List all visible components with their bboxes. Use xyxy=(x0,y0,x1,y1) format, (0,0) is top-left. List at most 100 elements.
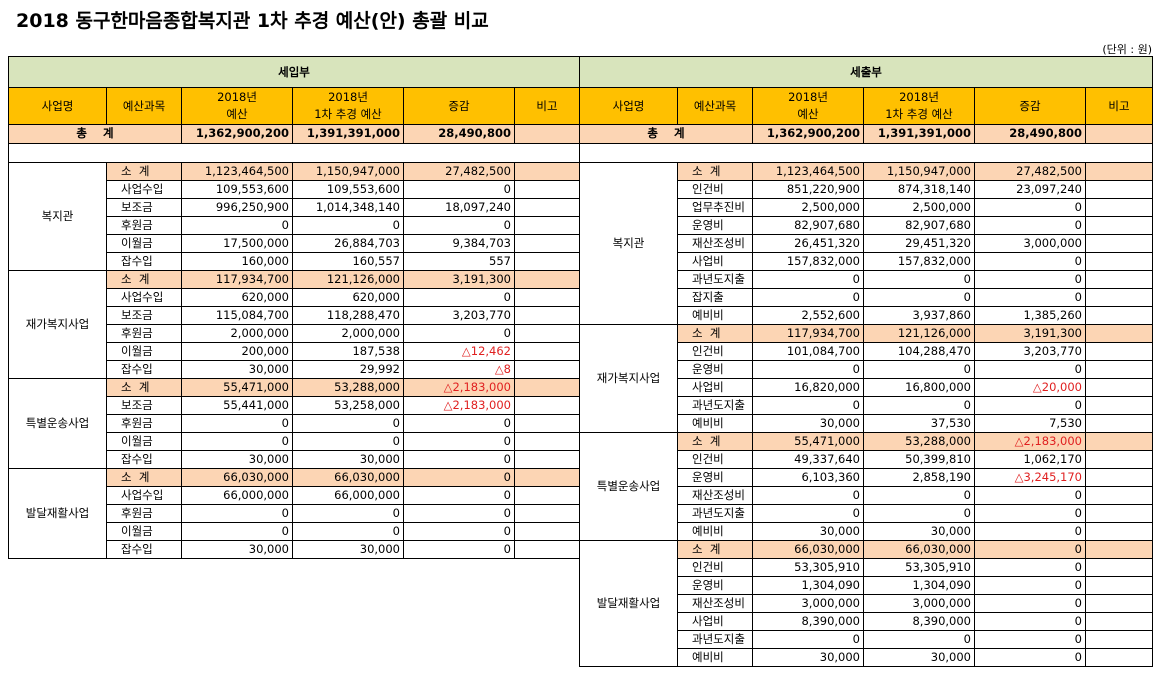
note-cell xyxy=(1084,539,1154,559)
budget-value: 1,123,464,500 xyxy=(752,161,864,181)
header-change: 증감 xyxy=(974,87,1086,125)
note-cell xyxy=(1084,449,1154,469)
table-row: 사업비 16,820,000 16,800,000 △20,000 xyxy=(580,377,1154,397)
budget-item: 보조금 xyxy=(106,197,182,217)
header-budget-line1: 2018년 xyxy=(788,90,828,104)
supplementary-value: 0 xyxy=(863,287,975,307)
total-note xyxy=(1084,124,1154,144)
supplementary-value: 160,557 xyxy=(292,251,404,271)
budget-value: 55,471,000 xyxy=(181,377,293,397)
table-row: 과년도지출 0 0 0 xyxy=(580,395,1154,415)
note-cell xyxy=(1084,197,1154,217)
table-row: 보조금 55,441,000 53,258,000 △2,183,000 xyxy=(9,395,581,415)
note-cell xyxy=(513,449,581,469)
page-title: 2018 동구한마음종합복지관 1차 추경 예산(안) 총괄 비교 xyxy=(16,10,489,32)
subtotal-row: 특별운송사업 소 계 55,471,000 53,288,000 △2,183,000 xyxy=(579,431,1154,541)
supplementary-value: 3,937,860 xyxy=(863,305,975,325)
change-value: 3,191,300 xyxy=(403,269,515,289)
header-supp-line2: 1차 추경 예산 xyxy=(314,107,382,121)
budget-value: 2,500,000 xyxy=(752,197,864,217)
change-value: 3,203,770 xyxy=(403,305,515,325)
supplementary-value: 2,858,190 xyxy=(863,467,975,487)
budget-value: 1,123,464,500 xyxy=(181,161,293,181)
header-change: 증감 xyxy=(403,87,515,125)
supplementary-value: 0 xyxy=(863,269,975,289)
change-value: 0 xyxy=(974,557,1086,577)
change-value: 1,385,260 xyxy=(974,305,1086,325)
total-row: 총 계 1,362,900,200 1,391,391,000 28,490,800 xyxy=(8,124,581,144)
budget-item: 이월금 xyxy=(106,521,182,541)
budget-value: 0 xyxy=(752,485,864,505)
table-row: 재산조성비 0 0 0 xyxy=(580,485,1154,505)
budget-item: 소 계 xyxy=(677,323,753,343)
budget-value: 17,500,000 xyxy=(181,233,293,253)
table-row: 보조금 115,084,700 118,288,470 3,203,770 xyxy=(9,305,581,325)
budget-value: 26,451,320 xyxy=(752,233,864,253)
budget-item: 후원금 xyxy=(106,215,182,235)
change-value: 0 xyxy=(974,539,1086,559)
budget-value: 30,000 xyxy=(752,647,864,667)
total-label: 총 계 xyxy=(8,124,182,144)
table-row: 후원금 0 0 0 xyxy=(9,503,581,523)
note-cell xyxy=(1084,485,1154,505)
budget-value: 1,304,090 xyxy=(752,575,864,595)
total-value: 1,391,391,000 xyxy=(292,124,404,144)
total-value: 28,490,800 xyxy=(403,124,515,144)
header-supp-line1: 2018년 xyxy=(899,90,939,104)
budget-item: 후원금 xyxy=(106,413,182,433)
note-cell xyxy=(1084,557,1154,577)
supplementary-value: 2,000,000 xyxy=(292,323,404,343)
subtotal-row: 재가복지사업 소 계 117,934,700 121,126,000 3,191,300 xyxy=(8,269,581,379)
spacer-row xyxy=(578,142,1154,163)
section-title: 세입부 xyxy=(7,56,581,88)
change-value: 0 xyxy=(974,251,1086,271)
supplementary-value: 26,884,703 xyxy=(292,233,404,253)
budget-value: 30,000 xyxy=(181,359,293,379)
budget-item: 재산조성비 xyxy=(677,485,753,505)
change-value: 27,482,500 xyxy=(403,161,515,181)
budget-item: 사업비 xyxy=(677,611,753,631)
budget-value: 0 xyxy=(752,395,864,415)
table-row: 운영비 6,103,360 2,858,190 △3,245,170 xyxy=(580,467,1154,487)
business-name: 복지관 xyxy=(8,161,107,271)
budget-item: 후원금 xyxy=(106,503,182,523)
section-header-row: 세입부 xyxy=(7,56,581,88)
budget-value: 16,820,000 xyxy=(752,377,864,397)
supplementary-value: 0 xyxy=(863,503,975,523)
spacer xyxy=(7,142,581,163)
budget-item: 잡수입 xyxy=(106,359,182,379)
supplementary-value: 30,000 xyxy=(292,449,404,469)
supplementary-value: 0 xyxy=(863,359,975,379)
note-cell xyxy=(513,413,581,433)
supplementary-value: 53,305,910 xyxy=(863,557,975,577)
supplementary-value: 8,390,000 xyxy=(863,611,975,631)
budget-item: 인건비 xyxy=(677,557,753,577)
note-cell xyxy=(1084,575,1154,595)
note-cell xyxy=(513,467,581,487)
header-supplementary: 2018년 1차 추경 예산 xyxy=(863,87,975,125)
supplementary-value: 2,500,000 xyxy=(863,197,975,217)
table-row: 사업수입 620,000 620,000 0 xyxy=(9,287,581,307)
budget-value: 49,337,640 xyxy=(752,449,864,469)
budget-item: 이월금 xyxy=(106,233,182,253)
budget-item: 인건비 xyxy=(677,179,753,199)
total-value: 1,362,900,200 xyxy=(752,124,864,144)
change-value: 18,097,240 xyxy=(403,197,515,217)
budget-item: 예비비 xyxy=(677,521,753,541)
note-cell xyxy=(513,377,581,397)
budget-value: 82,907,680 xyxy=(752,215,864,235)
budget-value: 117,934,700 xyxy=(181,269,293,289)
subtotal-row: 재가복지사업 소 계 117,934,700 121,126,000 3,191,300 xyxy=(579,323,1154,433)
table-row: 후원금 0 0 0 xyxy=(9,215,581,235)
change-value: 0 xyxy=(403,287,515,307)
note-cell xyxy=(1084,647,1154,667)
header-supplementary: 2018년 1차 추경 예산 xyxy=(292,87,404,125)
budget-value: 30,000 xyxy=(752,521,864,541)
note-cell xyxy=(1084,305,1154,325)
budget-item: 예비비 xyxy=(677,647,753,667)
supplementary-value: 37,530 xyxy=(863,413,975,433)
note-cell xyxy=(1084,431,1154,451)
budget-item: 예비비 xyxy=(677,305,753,325)
budget-item: 사업수입 xyxy=(106,485,182,505)
budget-item: 재산조성비 xyxy=(677,233,753,253)
